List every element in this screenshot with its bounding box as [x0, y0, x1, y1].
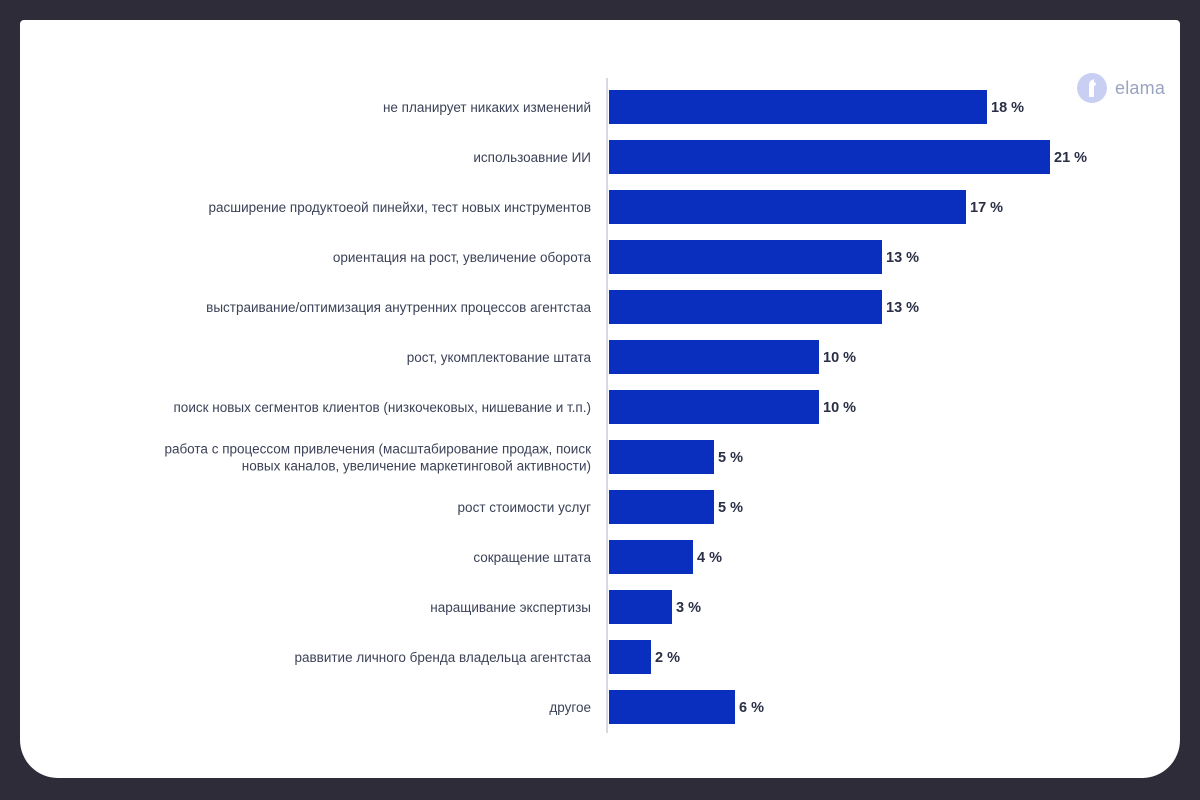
value-label: 10 %	[823, 350, 856, 366]
category-label-line: рост стоимости услуг	[458, 500, 592, 515]
category-label: раввитие личного бренда владельца агентс…	[294, 650, 591, 665]
category-label-line: ориентация на рост, увеличение оборота	[333, 250, 592, 265]
value-label: 5 %	[718, 450, 743, 466]
category-label-line: поиск новых сегментов клиентов (низкочек…	[174, 400, 592, 415]
bar	[609, 290, 882, 324]
value-label: 10 %	[823, 400, 856, 416]
brand-name: elama	[1115, 77, 1166, 98]
value-label: 5 %	[718, 500, 743, 516]
category-label: рост, укомплектование штата	[407, 350, 592, 365]
bar	[609, 240, 882, 274]
category-label-line: не планирует никаких изменений	[383, 100, 591, 115]
category-label: рост стоимости услуг	[458, 500, 592, 515]
category-label-line: расширение продуктоеой пинейхи, тест нов…	[208, 200, 591, 215]
value-label: 17 %	[970, 200, 1003, 216]
bar	[609, 640, 651, 674]
category-label: ориентация на рост, увеличение оборота	[333, 250, 592, 265]
bar	[609, 590, 672, 624]
category-label: работа с процессом привлечения (масштаби…	[164, 442, 591, 474]
category-label-line: сокращение штата	[473, 550, 591, 565]
bar	[609, 140, 1050, 174]
brand-logo: elama	[1077, 72, 1165, 104]
value-label: 3 %	[676, 600, 701, 616]
category-label-line: рост, укомплектование штата	[407, 350, 592, 365]
value-label: 2 %	[655, 650, 680, 666]
bar	[609, 90, 987, 124]
bar	[609, 190, 966, 224]
value-label: 21 %	[1054, 150, 1087, 166]
value-label: 13 %	[886, 250, 919, 266]
value-label: 18 %	[991, 100, 1024, 116]
category-label: сокращение штата	[473, 550, 591, 565]
category-label-line: наращивание экспертизы	[430, 600, 591, 615]
category-label: поиск новых сегментов клиентов (низкочек…	[174, 400, 592, 415]
category-label-line: работа с процессом привлечения (масштаби…	[164, 442, 591, 457]
category-label: другое	[549, 700, 591, 715]
category-label: выстраивание/оптимизация анутренних проц…	[206, 300, 591, 315]
category-label-line: другое	[549, 700, 591, 715]
bar	[609, 490, 714, 524]
bar	[609, 440, 714, 474]
category-label-line: новых каналов, увеличение маркетинговой …	[242, 459, 591, 474]
category-label: использоавние ИИ	[473, 150, 591, 165]
bar	[609, 690, 735, 724]
llama-logo-icon	[1077, 73, 1107, 103]
category-label: расширение продуктоеой пинейхи, тест нов…	[208, 200, 591, 215]
bar	[609, 340, 819, 374]
value-label: 4 %	[697, 550, 722, 566]
category-label-line: выстраивание/оптимизация анутренних проц…	[206, 300, 591, 315]
category-label: наращивание экспертизы	[430, 600, 591, 615]
value-label: 13 %	[886, 300, 919, 316]
bar	[609, 540, 693, 574]
category-label-line: раввитие личного бренда владельца агентс…	[294, 650, 591, 665]
value-label: 6 %	[739, 700, 764, 716]
category-label: не планирует никаких изменений	[383, 100, 591, 115]
category-label-line: использоавние ИИ	[473, 150, 591, 165]
bar	[609, 390, 819, 424]
